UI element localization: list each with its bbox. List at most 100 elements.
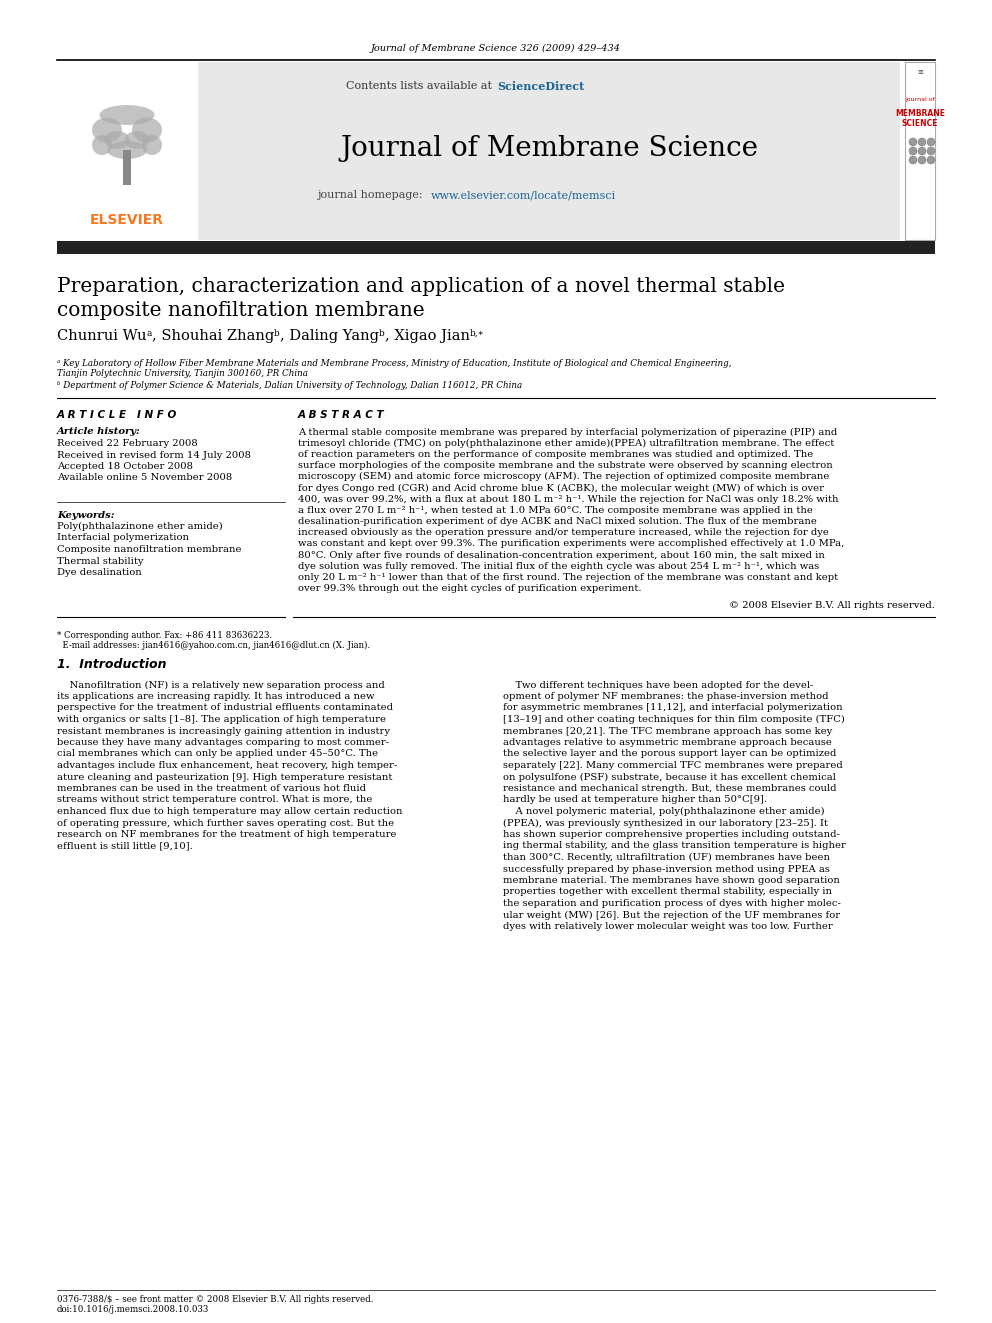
- Text: 80°C. Only after five rounds of desalination-concentration experiment, about 160: 80°C. Only after five rounds of desalina…: [298, 550, 825, 560]
- Text: Article history:: Article history:: [57, 427, 141, 437]
- Text: * Corresponding author. Fax: +86 411 83636223.: * Corresponding author. Fax: +86 411 836…: [57, 631, 272, 639]
- Text: increased obviously as the operation pressure and/or temperature increased, whil: increased obviously as the operation pre…: [298, 528, 829, 537]
- Text: a: a: [147, 329, 152, 337]
- Text: , Daling Yang: , Daling Yang: [280, 329, 379, 343]
- Text: than 300°C. Recently, ultrafiltration (UF) membranes have been: than 300°C. Recently, ultrafiltration (U…: [503, 853, 830, 863]
- Text: ular weight (MW) [26]. But the rejection of the UF membranes for: ular weight (MW) [26]. But the rejection…: [503, 910, 840, 919]
- Text: Chunrui Wu: Chunrui Wu: [57, 329, 147, 343]
- Ellipse shape: [132, 118, 162, 143]
- Text: © 2008 Elsevier B.V. All rights reserved.: © 2008 Elsevier B.V. All rights reserved…: [729, 601, 935, 610]
- Text: (PPEA), was previously synthesized in our laboratory [23–25]. It: (PPEA), was previously synthesized in ou…: [503, 819, 828, 828]
- Text: [13–19] and other coating techniques for thin film composite (TFC): [13–19] and other coating techniques for…: [503, 714, 845, 724]
- Bar: [198, 62, 900, 239]
- Text: trimesoyl chloride (TMC) on poly(phthalazinone ether amide)(PPEA) ultrafiltratio: trimesoyl chloride (TMC) on poly(phthala…: [298, 439, 834, 447]
- Text: on polysulfone (PSF) substrate, because it has excellent chemical: on polysulfone (PSF) substrate, because …: [503, 773, 836, 782]
- Text: Accepted 18 October 2008: Accepted 18 October 2008: [57, 462, 193, 471]
- Text: resistance and mechanical strength. But, these membranes could: resistance and mechanical strength. But,…: [503, 785, 836, 792]
- Text: ≡: ≡: [917, 69, 923, 75]
- Text: www.elsevier.com/locate/memsci: www.elsevier.com/locate/memsci: [431, 191, 616, 200]
- Text: b: b: [274, 329, 280, 337]
- Text: journal of: journal of: [905, 98, 934, 102]
- Text: Tianjin Polytechnic University, Tianjin 300160, PR China: Tianjin Polytechnic University, Tianjin …: [57, 369, 308, 378]
- Text: Nanofiltration (NF) is a relatively new separation process and: Nanofiltration (NF) is a relatively new …: [57, 680, 385, 689]
- Circle shape: [927, 156, 935, 164]
- Text: Two different techniques have been adopted for the devel-: Two different techniques have been adopt…: [503, 680, 813, 689]
- Text: surface morphologies of the composite membrane and the substrate were observed b: surface morphologies of the composite me…: [298, 462, 832, 470]
- Text: advantages include flux enhancement, heat recovery, high temper-: advantages include flux enhancement, hea…: [57, 761, 397, 770]
- Text: resistant membranes is increasingly gaining attention in industry: resistant membranes is increasingly gain…: [57, 726, 390, 736]
- Bar: [905, 62, 935, 239]
- Text: streams without strict temperature control. What is more, the: streams without strict temperature contr…: [57, 795, 372, 804]
- Text: only 20 L m⁻² h⁻¹ lower than that of the first round. The rejection of the membr: only 20 L m⁻² h⁻¹ lower than that of the…: [298, 573, 838, 582]
- Text: b,∗: b,∗: [469, 329, 484, 337]
- Text: microscopy (SEM) and atomic force microscopy (AFM). The rejection of optimized c: microscopy (SEM) and atomic force micros…: [298, 472, 829, 482]
- Text: MEMBRANE: MEMBRANE: [895, 108, 945, 118]
- Text: Received 22 February 2008: Received 22 February 2008: [57, 439, 197, 448]
- Text: Composite nanofiltration membrane: Composite nanofiltration membrane: [57, 545, 241, 554]
- Text: the selective layer and the porous support layer can be optimized: the selective layer and the porous suppo…: [503, 750, 836, 758]
- Text: the separation and purification process of dyes with higher molec-: the separation and purification process …: [503, 900, 841, 908]
- Ellipse shape: [107, 142, 147, 159]
- Circle shape: [927, 138, 935, 146]
- Text: hardly be used at temperature higher than 50°C[9].: hardly be used at temperature higher tha…: [503, 795, 767, 804]
- Text: a flux over 270 L m⁻² h⁻¹, when tested at 1.0 MPa 60°C. The composite membrane w: a flux over 270 L m⁻² h⁻¹, when tested a…: [298, 505, 812, 515]
- Ellipse shape: [99, 105, 155, 124]
- Text: over 99.3% through out the eight cycles of purification experiment.: over 99.3% through out the eight cycles …: [298, 585, 642, 593]
- Text: E-mail addresses: jian4616@yahoo.com.cn, jian4616@dlut.cn (X. Jian).: E-mail addresses: jian4616@yahoo.com.cn,…: [57, 640, 370, 650]
- Bar: [123, 149, 131, 185]
- Text: membranes [20,21]. The TFC membrane approach has some key: membranes [20,21]. The TFC membrane appr…: [503, 726, 832, 736]
- Text: Received in revised form 14 July 2008: Received in revised form 14 July 2008: [57, 451, 251, 459]
- Text: for asymmetric membranes [11,12], and interfacial polymerization: for asymmetric membranes [11,12], and in…: [503, 704, 842, 713]
- Text: for dyes Congo red (CGR) and Acid chrome blue K (ACBK), the molecular weight (MW: for dyes Congo red (CGR) and Acid chrome…: [298, 483, 824, 492]
- Ellipse shape: [104, 131, 130, 149]
- Circle shape: [909, 138, 917, 146]
- Text: 1.  Introduction: 1. Introduction: [57, 659, 167, 672]
- Ellipse shape: [125, 131, 150, 149]
- Text: ature cleaning and pasteurization [9]. High temperature resistant: ature cleaning and pasteurization [9]. H…: [57, 773, 393, 782]
- Text: composite nanofiltration membrane: composite nanofiltration membrane: [57, 300, 425, 319]
- Circle shape: [918, 138, 926, 146]
- Circle shape: [918, 147, 926, 155]
- Text: SCIENCE: SCIENCE: [902, 119, 938, 128]
- Text: desalination-purification experiment of dye ACBK and NaCl mixed solution. The fl: desalination-purification experiment of …: [298, 517, 816, 527]
- Text: membranes can be used in the treatment of various hot fluid: membranes can be used in the treatment o…: [57, 785, 366, 792]
- Circle shape: [927, 147, 935, 155]
- Text: Thermal stability: Thermal stability: [57, 557, 144, 565]
- Circle shape: [918, 156, 926, 164]
- Text: doi:10.1016/j.memsci.2008.10.033: doi:10.1016/j.memsci.2008.10.033: [57, 1306, 209, 1315]
- Bar: [57, 62, 197, 239]
- Text: b: b: [379, 329, 385, 337]
- Text: , Shouhai Zhang: , Shouhai Zhang: [152, 329, 274, 343]
- Text: successfully prepared by phase-inversion method using PPEA as: successfully prepared by phase-inversion…: [503, 864, 830, 873]
- Text: was constant and kept over 99.3%. The purification experiments were accomplished: was constant and kept over 99.3%. The pu…: [298, 540, 844, 549]
- Text: Contents lists available at: Contents lists available at: [346, 81, 496, 91]
- Text: enhanced flux due to high temperature may allow certain reduction: enhanced flux due to high temperature ma…: [57, 807, 403, 816]
- Text: Keywords:: Keywords:: [57, 511, 114, 520]
- Text: A novel polymeric material, poly(phthalazinone ether amide): A novel polymeric material, poly(phthala…: [503, 807, 824, 816]
- Bar: [57, 241, 935, 254]
- Ellipse shape: [92, 135, 112, 155]
- Text: A R T I C L E   I N F O: A R T I C L E I N F O: [57, 410, 178, 419]
- Text: ᵇ Department of Polymer Science & Materials, Dalian University of Technology, Da: ᵇ Department of Polymer Science & Materi…: [57, 381, 522, 390]
- Ellipse shape: [92, 118, 122, 143]
- Text: Available online 5 November 2008: Available online 5 November 2008: [57, 474, 232, 483]
- Text: ELSEVIER: ELSEVIER: [90, 213, 164, 228]
- Text: ᵃ Key Laboratory of Hollow Fiber Membrane Materials and Membrane Process, Minist: ᵃ Key Laboratory of Hollow Fiber Membran…: [57, 359, 731, 368]
- Text: research on NF membranes for the treatment of high temperature: research on NF membranes for the treatme…: [57, 830, 397, 839]
- Ellipse shape: [142, 135, 162, 155]
- Text: Journal of Membrane Science 326 (2009) 429–434: Journal of Membrane Science 326 (2009) 4…: [371, 44, 621, 53]
- Text: separately [22]. Many commercial TFC membranes were prepared: separately [22]. Many commercial TFC mem…: [503, 761, 843, 770]
- Text: 0376-7388/$ – see front matter © 2008 Elsevier B.V. All rights reserved.: 0376-7388/$ – see front matter © 2008 El…: [57, 1295, 374, 1304]
- Circle shape: [909, 147, 917, 155]
- Text: Interfacial polymerization: Interfacial polymerization: [57, 533, 189, 542]
- Text: with organics or salts [1–8]. The application of high temperature: with organics or salts [1–8]. The applic…: [57, 714, 386, 724]
- Text: Dye desalination: Dye desalination: [57, 568, 142, 577]
- Text: of operating pressure, which further saves operating cost. But the: of operating pressure, which further sav…: [57, 819, 394, 827]
- Text: dyes with relatively lower molecular weight was too low. Further: dyes with relatively lower molecular wei…: [503, 922, 832, 931]
- Text: A thermal stable composite membrane was prepared by interfacial polymerization o: A thermal stable composite membrane was …: [298, 427, 837, 437]
- Text: has shown superior comprehensive properties including outstand-: has shown superior comprehensive propert…: [503, 830, 840, 839]
- Text: opment of polymer NF membranes: the phase-inversion method: opment of polymer NF membranes: the phas…: [503, 692, 828, 701]
- Text: its applications are increasing rapidly. It has introduced a new: its applications are increasing rapidly.…: [57, 692, 375, 701]
- Text: ScienceDirect: ScienceDirect: [497, 81, 584, 91]
- Text: membrane material. The membranes have shown good separation: membrane material. The membranes have sh…: [503, 876, 840, 885]
